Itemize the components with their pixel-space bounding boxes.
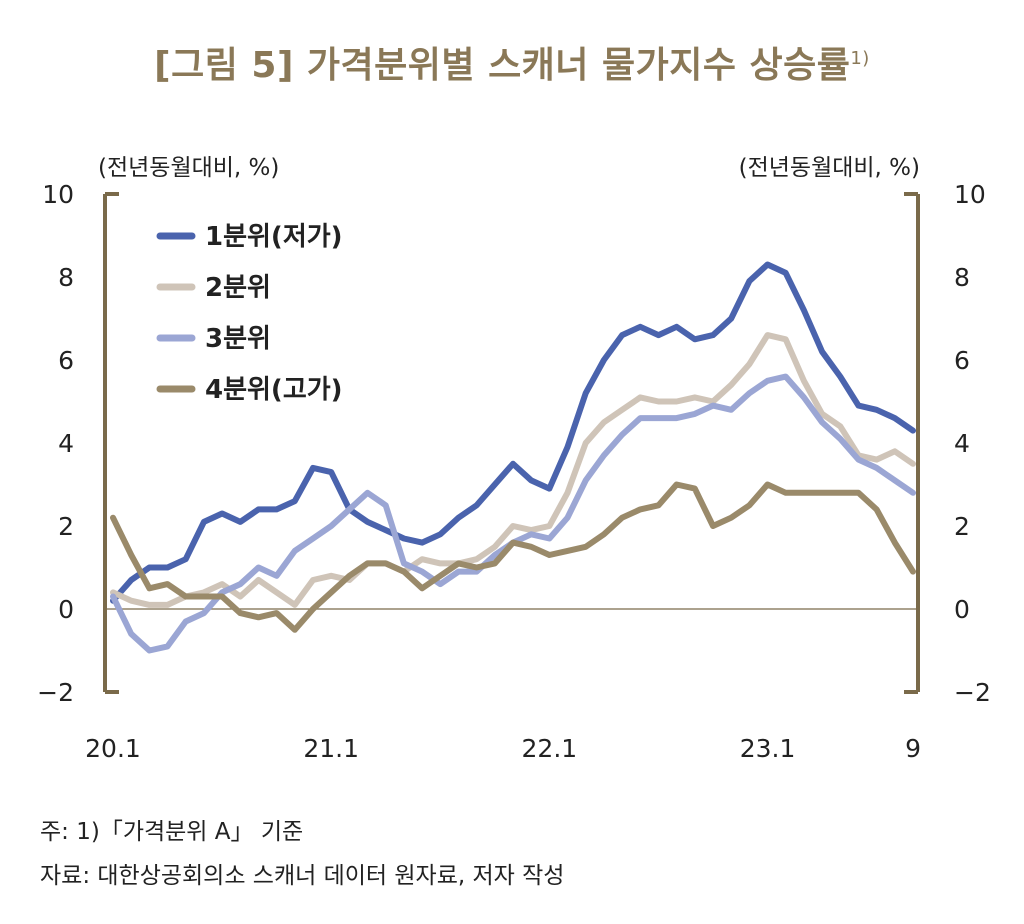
right-axis-unit-label: (전년동월대비, %) xyxy=(738,155,920,181)
right-y-tick-label: 2 xyxy=(954,512,970,541)
series-line-4 xyxy=(110,481,916,633)
left-y-tick-label: 2 xyxy=(58,512,74,541)
right-y-tick-label: 8 xyxy=(954,263,970,292)
right-y-tick-label: 6 xyxy=(954,346,970,375)
left-y-tick-label: 6 xyxy=(58,346,74,375)
chart-title: [그림 5] 가격분위별 스캐너 물가지수 상승률1) xyxy=(0,36,1024,88)
series-line-1 xyxy=(110,261,916,604)
legend-label-4: 4분위(고가) xyxy=(205,375,343,405)
chart-title-footnote-mark: 1) xyxy=(850,48,870,69)
chart-title-text: [그림 5] 가격분위별 스캐너 물가지수 상승률 xyxy=(154,45,851,86)
left-y-tick-label: 0 xyxy=(58,595,74,624)
left-y-tick-label: 10 xyxy=(42,180,74,209)
legend-label-1: 1분위(저가) xyxy=(205,222,343,252)
legend-label-3: 3분위 xyxy=(205,324,271,354)
legend-label-2: 2분위 xyxy=(205,273,271,303)
footnote: 주: 1)「가격분위 A」 기준 xyxy=(40,819,304,845)
left-y-tick-label: 4 xyxy=(58,429,74,458)
series-line-2 xyxy=(110,332,916,608)
source-note: 자료: 대한상공회의소 스캐너 데이터 원자료, 저자 작성 xyxy=(40,863,565,889)
right-y-tick-label: 10 xyxy=(954,180,986,209)
right-y-tick-label: 4 xyxy=(954,429,970,458)
x-tick-label: 21.1 xyxy=(303,734,359,763)
x-tick-label: 9 xyxy=(905,734,921,763)
left-y-tick-label: −2 xyxy=(37,678,74,707)
left-axis-unit-label: (전년동월대비, %) xyxy=(98,155,280,181)
right-y-tick-label: −2 xyxy=(954,678,991,707)
right-y-tick-label: 0 xyxy=(954,595,970,624)
x-tick-label: 20.1 xyxy=(85,734,141,763)
left-y-tick-label: 8 xyxy=(58,263,74,292)
x-tick-label: 23.1 xyxy=(740,734,796,763)
x-tick-label: 22.1 xyxy=(522,734,578,763)
